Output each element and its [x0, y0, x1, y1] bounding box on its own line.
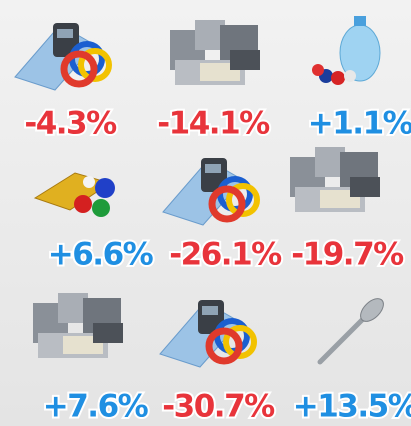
price-change: +7.6% — [43, 389, 149, 425]
price-change: -26.1% — [169, 237, 282, 273]
price-change: +13.5% — [293, 389, 411, 425]
price-change: -19.7% — [291, 237, 404, 273]
price-change: -14.1% — [157, 106, 270, 142]
market-panel: -4.3% -14.1% +1.1% +6.6% -26.1% -19.7% +… — [0, 0, 411, 426]
price-change: -30.7% — [162, 389, 275, 425]
price-change: +6.6% — [48, 237, 154, 273]
price-change: -4.3% — [24, 106, 117, 142]
price-change: +1.1% — [308, 106, 411, 142]
